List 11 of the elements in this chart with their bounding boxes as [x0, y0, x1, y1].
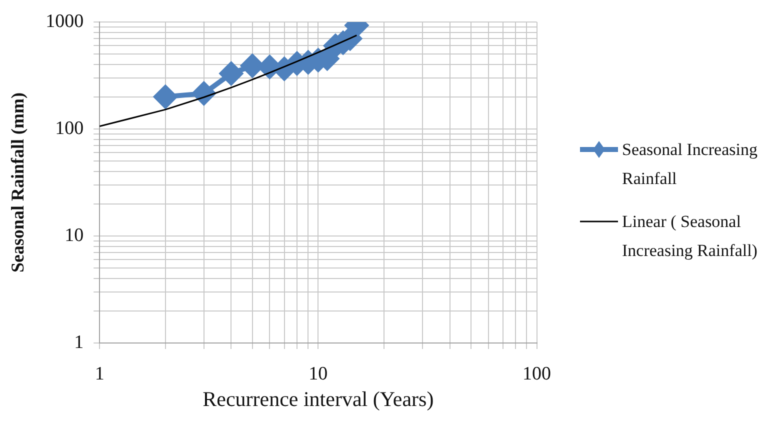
legend-label: Seasonal Increasing Rainfall	[622, 139, 758, 190]
y-tick-label: 1000	[46, 10, 84, 32]
x-tick-label: 1	[94, 363, 104, 384]
y-tick-label: 10	[64, 224, 84, 246]
y-tick-label: 1	[74, 332, 84, 353]
y-tick-label: 100	[55, 118, 84, 139]
x-tick-label: 100	[522, 363, 551, 384]
y-axis-title: Seasonal Rainfall (mm)	[7, 92, 28, 272]
legend-label: Linear ( Seasonal Increasing Rainfall)	[622, 211, 758, 262]
x-axis-title: Recurrence interval (Years)	[202, 386, 434, 411]
x-tick-label: 10	[308, 363, 328, 384]
